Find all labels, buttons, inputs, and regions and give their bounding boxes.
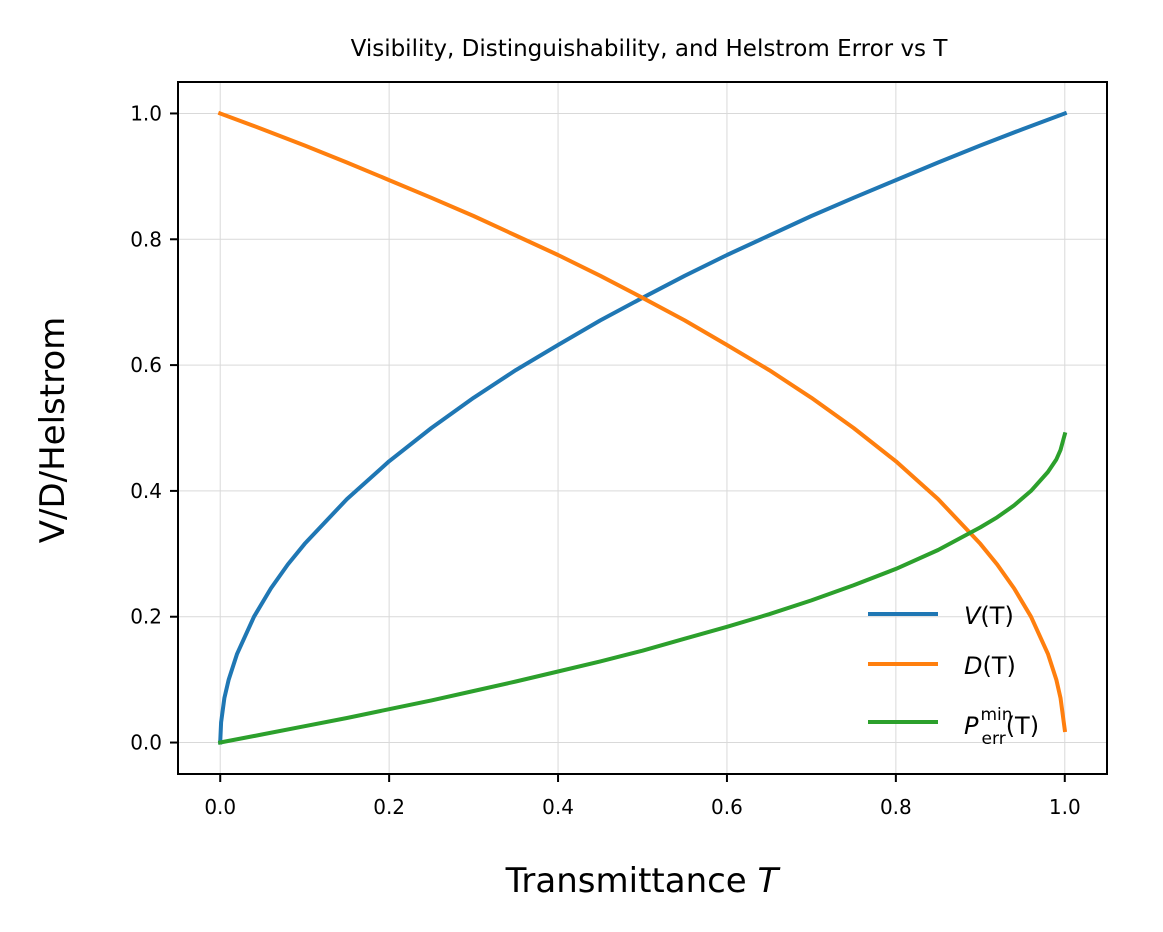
y-tick-label: 0.8 [130,227,162,251]
x-tick-label: 0.4 [542,795,574,819]
legend-label-v: V(T) [964,602,1014,630]
y-tick-label: 1.0 [130,101,162,125]
series-line-v-t [218,110,1068,745]
x-axis-label: Transmittance T [505,861,781,901]
x-tick-label: 0.8 [880,795,912,819]
tick-marks [170,112,1066,782]
x-tick-label: 0.6 [711,795,743,819]
x-tick-label: 0.0 [204,795,236,819]
legend-label-d: D(T) [964,652,1016,680]
chart-title: Visibility, Distinguishability, and Hels… [351,36,949,62]
y-tick-label: 0.0 [130,731,162,755]
series-line-p-err-min-t [217,431,1068,745]
y-tick-label: 0.2 [130,605,162,629]
x-tick-label: 1.0 [1049,795,1081,819]
grid-lines [178,82,1107,774]
y-tick-label: 0.6 [130,353,162,377]
x-tick-labels: 0.0 0.2 0.4 0.6 0.8 1.0 [204,795,1080,819]
series-line-d-t [217,110,1068,733]
x-tick-label: 0.2 [373,795,405,819]
series-layer [217,110,1068,745]
y-tick-labels: 0.0 0.2 0.4 0.6 0.8 1.0 [130,101,162,754]
y-axis-label: V/D/Helstrom [33,317,73,543]
y-tick-label: 0.4 [130,479,162,503]
x-axis-label-var: T [758,861,781,901]
axes-frame [177,81,1108,775]
x-axis-label-text: Transmittance [505,861,758,901]
